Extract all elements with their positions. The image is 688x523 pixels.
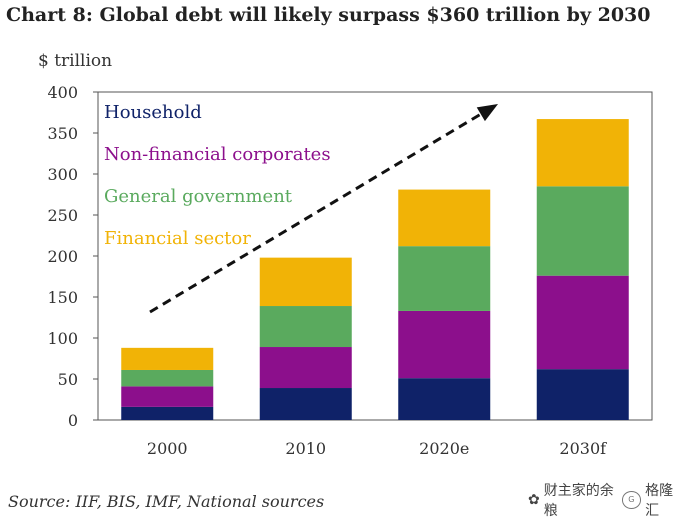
bar-2030f-general-government — [536, 186, 629, 276]
wechat-icon: ✿ — [528, 492, 540, 508]
legend-entry: Household — [104, 102, 202, 123]
y-axis-unit-label: $ trillion — [38, 51, 113, 71]
source-note: Source: IIF, BIS, IMF, National sources — [8, 492, 325, 511]
y-tick-label: 350 — [47, 124, 78, 143]
y-tick-label: 100 — [47, 329, 78, 348]
bar-2030f-financial-sector — [536, 119, 629, 187]
chart-title: Chart 8: Global debt will likely surpass… — [6, 4, 651, 26]
bar-2000-financial-sector — [121, 347, 214, 370]
y-tick-label: 300 — [47, 165, 78, 184]
x-tick-label: 2010 — [285, 439, 326, 458]
y-tick-label: 400 — [47, 83, 78, 102]
legend-entry: General government — [104, 186, 293, 207]
bars — [121, 119, 629, 420]
bar-2010-non-financial-corporates — [259, 347, 352, 389]
watermark-brand: 格隆汇 — [645, 483, 674, 519]
watermark-text: 财主家的余粮 — [543, 483, 614, 519]
bar-2020e-household — [398, 378, 491, 420]
y-tick-label: 50 — [58, 370, 78, 389]
bar-2010-general-government — [259, 306, 352, 348]
y-tick-label: 0 — [68, 411, 78, 430]
bar-2000-general-government — [121, 369, 214, 387]
bar-2010-household — [259, 388, 352, 420]
x-tick-label: 2030f — [559, 439, 607, 458]
y-axis-ticks: 0 50 100 150 200 250 300 350 400 — [47, 83, 98, 430]
bar-2030f-household — [536, 369, 629, 420]
y-tick-label: 250 — [47, 206, 78, 225]
brand-logo-icon: G — [621, 491, 642, 509]
x-tick-label: 2020e — [419, 439, 469, 458]
bar-2000-household — [121, 406, 214, 420]
trend-arrow-line — [149, 109, 487, 314]
trend-arrow — [149, 104, 498, 314]
legend-entry: Non-financial corporates — [104, 144, 331, 165]
y-tick-label: 200 — [47, 247, 78, 266]
bar-2020e-financial-sector — [398, 189, 491, 247]
legend-entry: Financial sector — [104, 228, 251, 249]
bar-2010-financial-sector — [259, 257, 352, 307]
bar-2030f-non-financial-corporates — [536, 275, 629, 370]
bar-2020e-non-financial-corporates — [398, 310, 491, 379]
y-tick-label: 150 — [47, 288, 78, 307]
legend: Household Non-financial corporates General… — [104, 102, 331, 249]
x-axis-ticks: 2000 2010 2020e 2030f — [147, 439, 607, 458]
bar-2020e-general-government — [398, 246, 491, 311]
watermark: ✿ 财主家的余粮 G 格隆汇 — [528, 483, 682, 519]
bar-2000-non-financial-corporates — [121, 386, 214, 407]
x-tick-label: 2000 — [147, 439, 188, 458]
trend-arrow-head — [476, 104, 498, 122]
